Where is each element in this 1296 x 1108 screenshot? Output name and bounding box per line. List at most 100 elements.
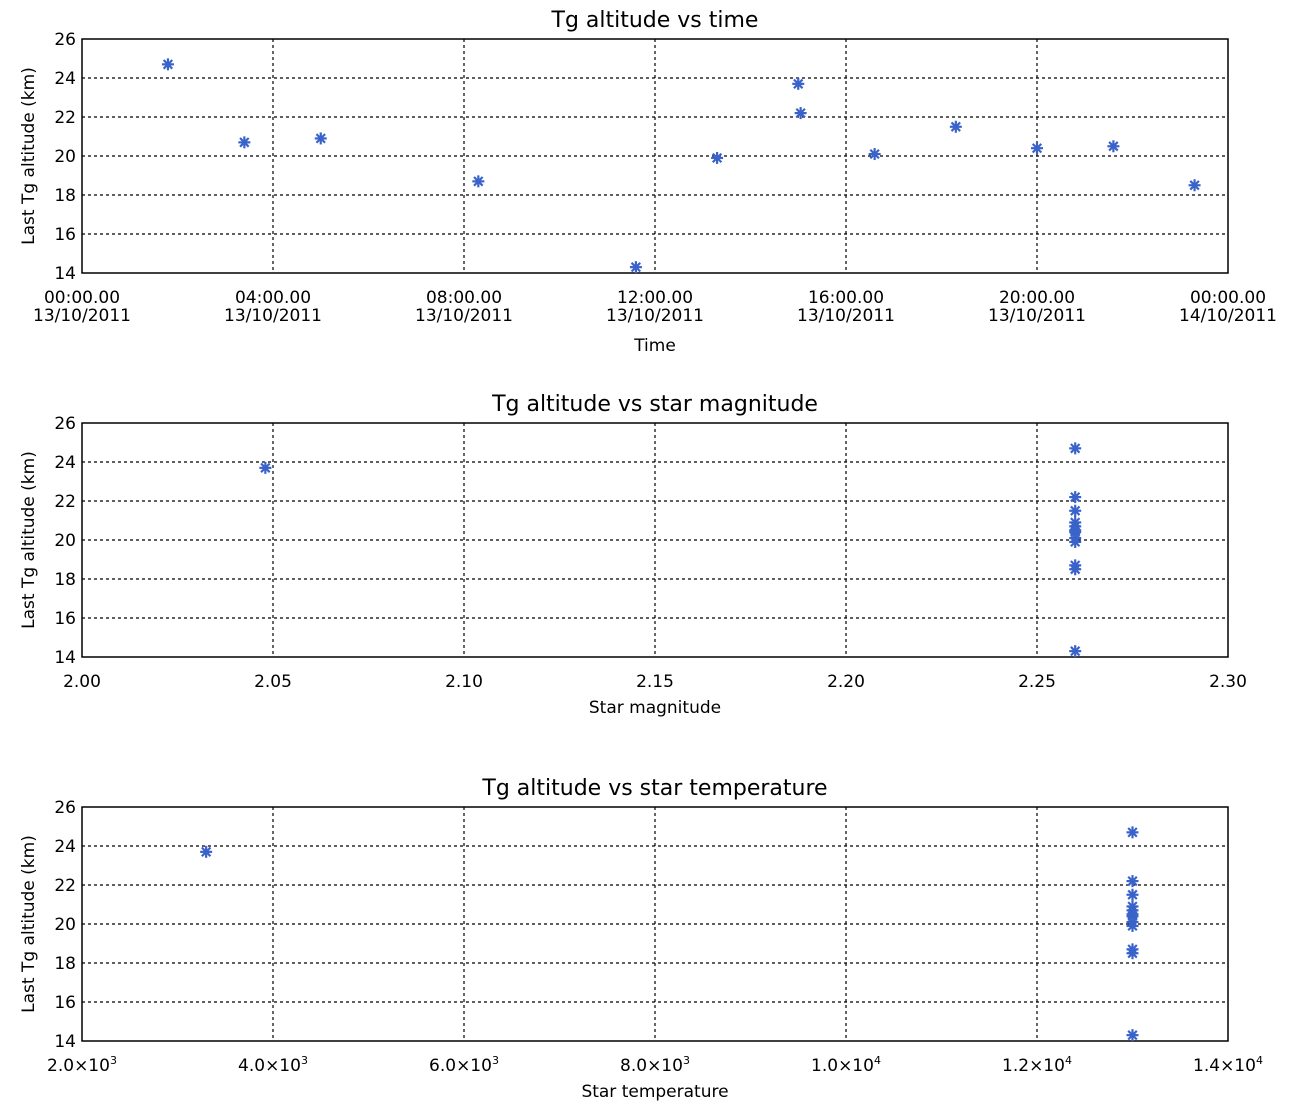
marker-stroke <box>1127 1030 1138 1041</box>
y-tick-label: 22 <box>54 108 76 128</box>
y-tick-label: 26 <box>54 414 76 434</box>
data-point <box>238 136 251 149</box>
x-tick-label: 04:00.00 <box>235 288 311 308</box>
marker-stroke <box>1127 827 1138 838</box>
marker-stroke <box>793 78 804 89</box>
data-point <box>161 58 174 71</box>
x-tick-label: 2.15 <box>636 672 674 692</box>
marker-stroke <box>1070 492 1081 503</box>
y-tick-label: 24 <box>54 453 76 473</box>
plot-frame <box>81 422 1229 658</box>
plot-frame <box>81 806 1229 1042</box>
marker-stroke <box>869 148 880 160</box>
data-point <box>711 151 724 164</box>
x-tick-label: 2.25 <box>1018 672 1056 692</box>
marker-stroke <box>1127 948 1138 959</box>
y-tick-label: 20 <box>54 147 76 167</box>
x-tick-label: 13/10/2011 <box>988 306 1086 326</box>
chart-panel-2: Tg altitude vs star magnitude 14 16 18 20 22 2… <box>19 392 1247 718</box>
x-tick-label: 00:00.00 <box>44 288 120 308</box>
data-point <box>1031 142 1043 155</box>
data-point <box>949 120 962 133</box>
y-tick-label: 18 <box>54 186 76 206</box>
y-tick-label: 20 <box>54 915 76 935</box>
y-tick-label: 18 <box>54 954 76 974</box>
marker-stroke <box>1070 505 1081 516</box>
y-tick-label: 22 <box>54 876 76 896</box>
plot-frame <box>81 38 1229 274</box>
x-tick-label: 13/10/2011 <box>415 306 513 326</box>
data-point <box>794 107 807 120</box>
y-tick-label: 24 <box>54 69 76 89</box>
marker-stroke <box>1127 920 1138 932</box>
chart-panel-3: Tg altitude vs star temperature 14 16 18 20 2… <box>19 776 1263 1102</box>
x-tick-label: 6.0×103 <box>429 1054 499 1076</box>
data-point <box>1126 947 1139 960</box>
marker-stroke <box>795 108 806 119</box>
x-tick-label: 2.20 <box>827 672 865 692</box>
marker-stroke <box>1070 564 1081 575</box>
marker-stroke <box>315 133 326 144</box>
y-tick-label: 16 <box>54 609 76 629</box>
y-tick-label: 16 <box>54 993 76 1013</box>
data-point <box>1126 919 1139 932</box>
marker-stroke <box>1070 646 1081 657</box>
x-tick-label: 1.4×104 <box>1193 1054 1263 1076</box>
marker-stroke <box>1127 876 1138 887</box>
marker-stroke <box>473 176 484 187</box>
data-point <box>1126 875 1139 888</box>
data-point <box>1126 1029 1139 1042</box>
marker-stroke <box>1127 889 1138 900</box>
x-tick-label: 1.0×104 <box>811 1054 881 1076</box>
data-point <box>1069 535 1082 548</box>
data-point <box>1069 645 1082 658</box>
chart-title: Tg altitude vs star magnitude <box>491 392 818 417</box>
chart-panel-1: Tg altitude vs time 14 16 18 20 22 24 26 00:00.0… <box>19 8 1277 356</box>
x-tick-label: 8.0×103 <box>620 1054 690 1076</box>
y-tick-label: 18 <box>54 570 76 590</box>
data-point <box>1069 442 1082 455</box>
x-tick-label: 1.2×104 <box>1002 1054 1072 1076</box>
data-point <box>1188 179 1201 192</box>
data-point <box>1069 563 1082 576</box>
data-point <box>792 77 805 90</box>
x-tick-label: 2.10 <box>445 672 483 692</box>
y-tick-label: 14 <box>54 264 76 284</box>
x-tick-label: 4.0×103 <box>238 1054 308 1076</box>
marker-stroke <box>201 846 212 857</box>
y-axis-label: Last Tg altitude (km) <box>19 835 39 1013</box>
x-tick-label: 13/10/2011 <box>606 306 704 326</box>
data-point <box>1107 140 1120 153</box>
marker-stroke <box>1189 180 1200 191</box>
y-tick-label: 20 <box>54 531 76 551</box>
marker-stroke <box>260 462 271 473</box>
x-tick-label: 20:00.00 <box>999 288 1075 308</box>
data-point <box>472 175 485 188</box>
x-axis-label: Time <box>633 336 676 356</box>
data-point <box>1126 826 1139 839</box>
x-tick-label: 16:00.00 <box>808 288 884 308</box>
marker-stroke <box>239 137 250 148</box>
marker-stroke <box>162 59 174 70</box>
data-point <box>629 261 642 274</box>
y-tick-label: 26 <box>54 798 76 818</box>
x-tick-label: 13/10/2011 <box>224 306 322 326</box>
data-point <box>259 461 272 474</box>
x-axis-label: Star temperature <box>581 1082 728 1102</box>
y-tick-label: 14 <box>54 1032 76 1052</box>
data-point <box>314 132 327 145</box>
y-tick-label: 16 <box>54 225 76 245</box>
x-tick-label: 08:00.00 <box>426 288 502 308</box>
x-tick-label: 00:00.00 <box>1190 288 1266 308</box>
marker-stroke <box>950 121 961 132</box>
marker-stroke <box>1031 143 1043 154</box>
x-tick-label: 2.30 <box>1209 672 1247 692</box>
data-point <box>1126 888 1139 901</box>
y-tick-label: 24 <box>54 837 76 857</box>
data-point <box>868 148 881 161</box>
x-axis-label: Star magnitude <box>589 698 721 718</box>
y-tick-label: 26 <box>54 30 76 50</box>
marker-stroke <box>1070 443 1081 454</box>
